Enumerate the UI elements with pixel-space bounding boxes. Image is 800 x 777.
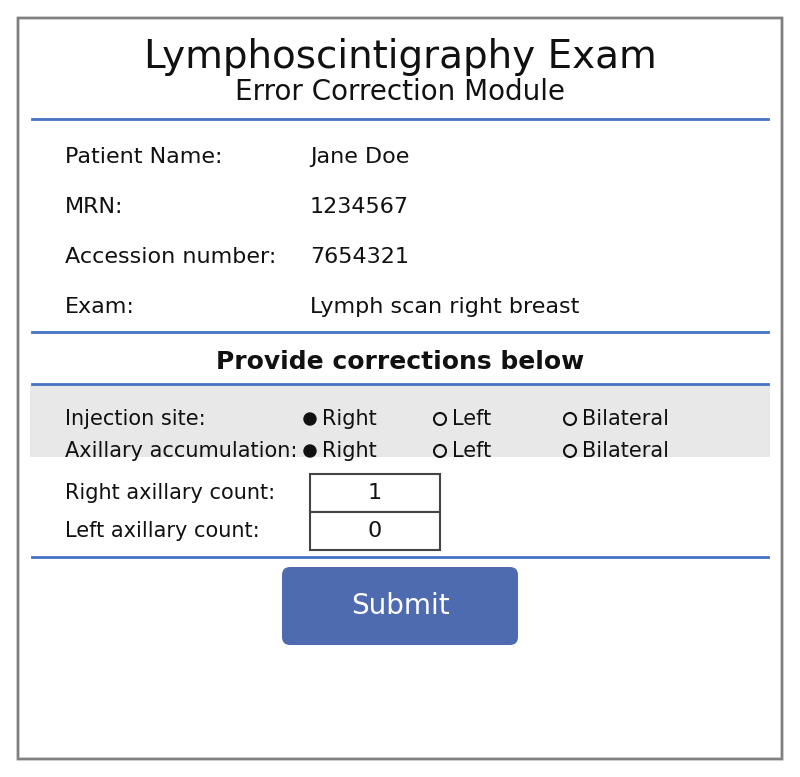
FancyBboxPatch shape bbox=[282, 567, 518, 645]
FancyBboxPatch shape bbox=[310, 512, 440, 550]
Text: Jane Doe: Jane Doe bbox=[310, 147, 410, 167]
Text: 1: 1 bbox=[368, 483, 382, 503]
Text: Right axillary count:: Right axillary count: bbox=[65, 483, 275, 503]
Circle shape bbox=[304, 445, 316, 457]
Text: 0: 0 bbox=[368, 521, 382, 541]
Text: Provide corrections below: Provide corrections below bbox=[216, 350, 584, 374]
Text: Right: Right bbox=[322, 409, 377, 429]
Text: MRN:: MRN: bbox=[65, 197, 123, 217]
Text: Left: Left bbox=[452, 441, 491, 461]
Text: Lymph scan right breast: Lymph scan right breast bbox=[310, 297, 579, 317]
Text: Exam:: Exam: bbox=[65, 297, 135, 317]
Text: Bilateral: Bilateral bbox=[582, 409, 669, 429]
Text: Lymphoscintigraphy Exam: Lymphoscintigraphy Exam bbox=[144, 38, 656, 76]
Text: Submit: Submit bbox=[350, 592, 450, 620]
FancyBboxPatch shape bbox=[310, 474, 440, 512]
Text: Accession number:: Accession number: bbox=[65, 247, 276, 267]
Text: Right: Right bbox=[322, 441, 377, 461]
Text: Error Correction Module: Error Correction Module bbox=[235, 78, 565, 106]
Circle shape bbox=[304, 413, 316, 425]
Text: 1234567: 1234567 bbox=[310, 197, 409, 217]
Text: Left: Left bbox=[452, 409, 491, 429]
FancyBboxPatch shape bbox=[18, 18, 782, 759]
Text: Bilateral: Bilateral bbox=[582, 441, 669, 461]
Text: Injection site:: Injection site: bbox=[65, 409, 206, 429]
Text: Axillary accumulation:: Axillary accumulation: bbox=[65, 441, 298, 461]
Text: 7654321: 7654321 bbox=[310, 247, 409, 267]
Text: Left axillary count:: Left axillary count: bbox=[65, 521, 260, 541]
FancyBboxPatch shape bbox=[30, 385, 770, 457]
Text: Patient Name:: Patient Name: bbox=[65, 147, 222, 167]
